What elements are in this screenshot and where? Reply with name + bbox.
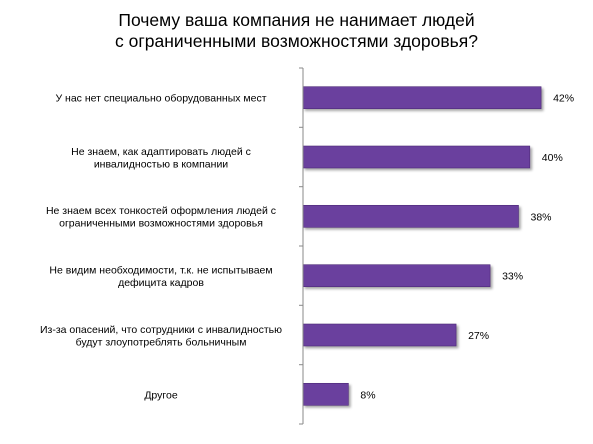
category-label-3: Не видим необходимости, т.к. не испытыва… xyxy=(49,264,272,289)
category-label-1: Не знаем, как адаптировать людей с инвали… xyxy=(71,146,251,171)
value-label-2: 38% xyxy=(531,211,552,223)
labels-layer: 42% У нас нет специально оборудованных ме… xyxy=(40,93,574,402)
category-label-0: У нас нет специально оборудованных мест xyxy=(55,93,266,105)
bar-5 xyxy=(302,382,349,406)
value-label-1: 40% xyxy=(542,152,563,164)
bar-4 xyxy=(302,323,457,347)
category-label-5: Другое xyxy=(144,389,178,401)
category-label-2: Не знаем всех тонкостей оформления людей… xyxy=(46,205,276,230)
value-label-5: 8% xyxy=(360,389,375,401)
bars-layer xyxy=(302,86,542,406)
axis-layer xyxy=(299,67,304,425)
bar-3 xyxy=(302,264,491,288)
chart-title: Почему ваша компания не нанимает людей с… xyxy=(0,10,593,52)
bar-2 xyxy=(302,205,519,228)
chart-title-line-2: с ограниченными возможностями здоровья? xyxy=(115,31,478,51)
category-label-4: Из-за опасений, что сотрудники с инвалид… xyxy=(40,324,282,349)
bar-1 xyxy=(302,145,531,169)
chart-title-line-1: Почему ваша компания не нанимает людей xyxy=(118,10,475,30)
value-label-3: 33% xyxy=(502,271,523,283)
value-label-4: 27% xyxy=(468,330,489,342)
value-label-0: 42% xyxy=(553,93,574,105)
bar-0 xyxy=(302,86,542,109)
